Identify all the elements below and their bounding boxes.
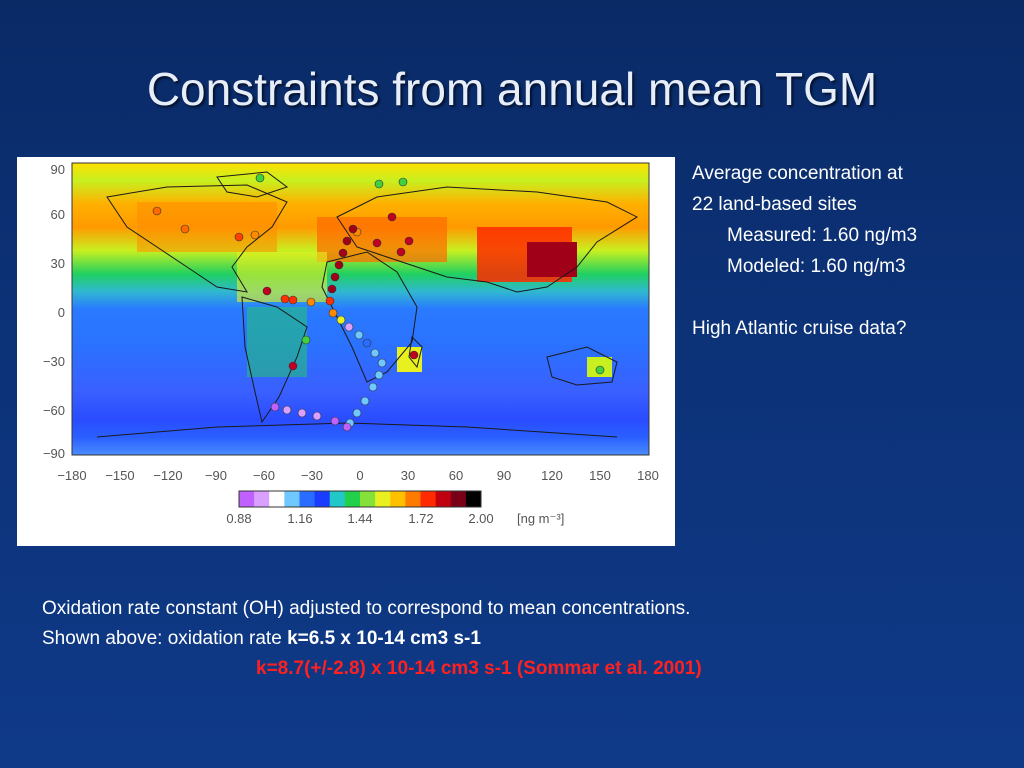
colorbar-ticks: 0.88 1.16 1.44 1.72 2.00 [ng m⁻³] [226, 511, 564, 526]
x-tick: 90 [497, 468, 511, 483]
colorbar-segment [450, 491, 467, 507]
tgm-map-figure: 90 60 30 0 −30 −60 −90 −180 −150 −120 −9… [17, 157, 675, 546]
side-notes: Average concentration at 22 land-based s… [692, 158, 1012, 344]
colorbar-segment [344, 491, 361, 507]
colorbar-segment [435, 491, 452, 507]
colorbar-tick: 1.44 [347, 511, 372, 526]
colorbar-segment [390, 491, 406, 507]
cruise-question: High Atlantic cruise data? [692, 318, 907, 339]
colorbar-segment [239, 491, 255, 507]
y-tick: 30 [51, 256, 65, 271]
y-tick: −60 [43, 403, 65, 418]
colorbar-tick: 2.00 [468, 511, 493, 526]
bottom-notes: Oxidation rate constant (OH) adjusted to… [42, 594, 1002, 684]
x-tick: 120 [541, 468, 563, 483]
site-markers [152, 173, 605, 432]
colorbar-segment [465, 491, 482, 507]
colorbar-segment [360, 491, 376, 507]
x-tick: −90 [205, 468, 227, 483]
y-tick: 0 [58, 305, 65, 320]
side-line-2: 22 land-based sites [692, 194, 857, 215]
colorbar-segment [254, 491, 270, 507]
x-tick: −150 [105, 468, 134, 483]
x-tick: 30 [401, 468, 415, 483]
slide-title: Constraints from annual mean TGM [146, 63, 878, 115]
x-tick: 180 [637, 468, 659, 483]
y-axis-ticks: 90 60 30 0 −30 −60 −90 [43, 162, 65, 461]
colorbar-segment [420, 491, 437, 507]
x-tick: −180 [57, 468, 86, 483]
y-tick: −30 [43, 354, 65, 369]
x-tick: −60 [253, 468, 275, 483]
x-tick: 0 [356, 468, 363, 483]
y-tick: −90 [43, 446, 65, 461]
bottom-line-1: Oxidation rate constant (OH) adjusted to… [42, 598, 691, 619]
x-tick: −30 [301, 468, 323, 483]
colorbar-segment [299, 491, 316, 507]
y-tick: 60 [51, 207, 65, 222]
colorbar-unit: [ng m⁻³] [517, 511, 564, 526]
rate-prefix: Shown above: oxidation rate [42, 628, 288, 649]
x-tick: 150 [589, 468, 611, 483]
measured-value: Measured: 1.60 ng/m3 [727, 225, 918, 246]
bottom-line-2: Shown above: oxidation rate k=6.5 x 10-1… [42, 624, 1002, 654]
colorbar-tick: 1.16 [287, 511, 312, 526]
x-tick: 60 [449, 468, 463, 483]
colorbar-segment [329, 491, 346, 507]
x-axis-ticks: −180 −150 −120 −90 −60 −30 0 30 60 90 12… [57, 468, 659, 483]
colorbar-segment [284, 491, 301, 507]
x-tick: −120 [153, 468, 182, 483]
colorbar [238, 490, 482, 508]
side-line-1: Average concentration at [692, 163, 903, 184]
reference-rate: k=8.7(+/-2.8) x 10-14 cm3 s-1 (Sommar et… [256, 658, 702, 679]
colorbar-tick: 1.72 [408, 511, 433, 526]
world-map: 90 60 30 0 −30 −60 −90 −180 −150 −120 −9… [43, 162, 659, 526]
modeled-value: Modeled: 1.60 ng/m3 [727, 256, 906, 277]
colorbar-frame [238, 490, 482, 508]
colorbar-tick: 0.88 [226, 511, 251, 526]
colorbar-segment [405, 491, 422, 507]
rate-value: k=6.5 x 10-14 cm3 s-1 [287, 628, 481, 649]
colorbar-segment [375, 491, 391, 507]
colorbar-segment [269, 491, 285, 507]
y-tick: 90 [51, 162, 65, 177]
spacer [692, 282, 1012, 313]
colorbar-segment [314, 491, 331, 507]
